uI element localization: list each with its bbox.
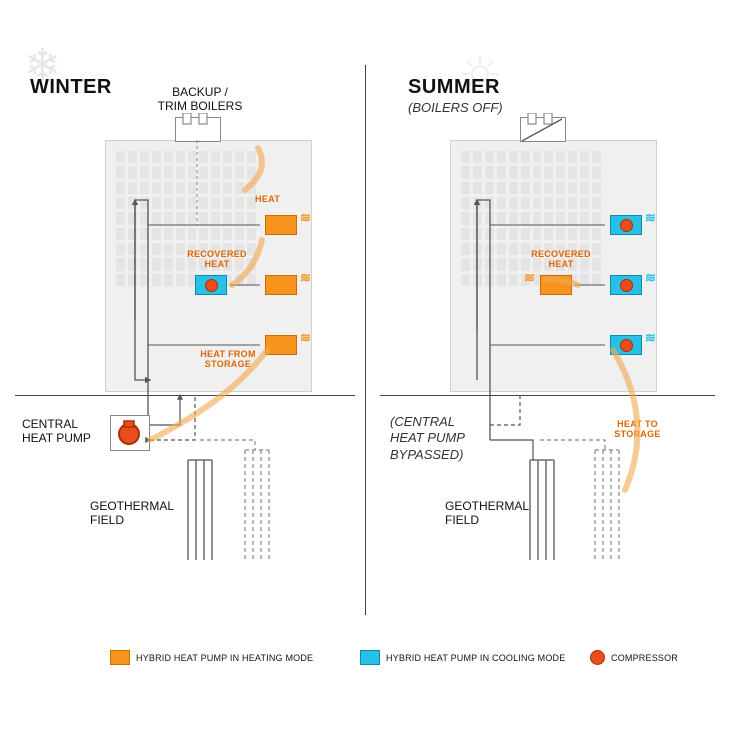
winter-hp-3: [265, 335, 297, 355]
boilers-label: BACKUP / TRIM BOILERS: [145, 86, 255, 114]
summer-geo-label: GEOTHERMAL FIELD: [445, 500, 540, 528]
legend-compressor: COMPRESSOR: [590, 650, 678, 665]
central-heat-pump: [110, 415, 150, 451]
summer-recovered: RECOVERED HEAT: [530, 250, 592, 270]
heat-label: HEAT: [255, 195, 280, 205]
bypassed-label: (CENTRAL HEAT PUMP BYPASSED): [390, 414, 480, 463]
winter-geo-label: GEOTHERMAL FIELD: [90, 500, 185, 528]
winter-hp-2: [265, 275, 297, 295]
panel-divider: [365, 65, 366, 615]
to-storage-label: HEAT TO STORAGE: [610, 420, 665, 440]
winter-boilers: [175, 117, 221, 142]
from-storage-label: HEAT FROM STORAGE: [198, 350, 258, 370]
recovered-label: RECOVERED HEAT: [186, 250, 248, 270]
winter-ground: [15, 395, 355, 396]
heat-waves-3: ≋: [300, 333, 311, 343]
cool-waves-3: ≋: [645, 333, 656, 343]
heat-waves-1: ≋: [300, 213, 311, 223]
summer-ground: [380, 395, 715, 396]
summer-boilers-off: [520, 117, 566, 142]
cool-waves-2: ≋: [645, 273, 656, 283]
heat-waves-2: ≋: [300, 273, 311, 283]
summer-title: SUMMER: [408, 76, 500, 99]
central-hp-label: CENTRAL HEAT PUMP: [22, 418, 102, 446]
summer-hp-3: [610, 335, 642, 355]
summer-hp-1: [610, 215, 642, 235]
legend-cooling: HYBRID HEAT PUMP IN COOLING MODE: [360, 650, 565, 665]
legend-heating-text: HYBRID HEAT PUMP IN HEATING MODE: [136, 653, 313, 663]
cool-waves-1: ≋: [645, 213, 656, 223]
winter-hp-1: [265, 215, 297, 235]
winter-hp-cool: [195, 275, 227, 295]
winter-title: WINTER: [30, 76, 112, 99]
legend-cooling-text: HYBRID HEAT PUMP IN COOLING MODE: [386, 653, 565, 663]
summer-heat-wave: ≋: [524, 273, 535, 283]
summer-hp-2: [610, 275, 642, 295]
summer-hp-heat: [540, 275, 572, 295]
boilers-off-label: (BOILERS OFF): [408, 100, 503, 115]
legend-compressor-text: COMPRESSOR: [611, 653, 678, 663]
legend-heating: HYBRID HEAT PUMP IN HEATING MODE: [110, 650, 313, 665]
